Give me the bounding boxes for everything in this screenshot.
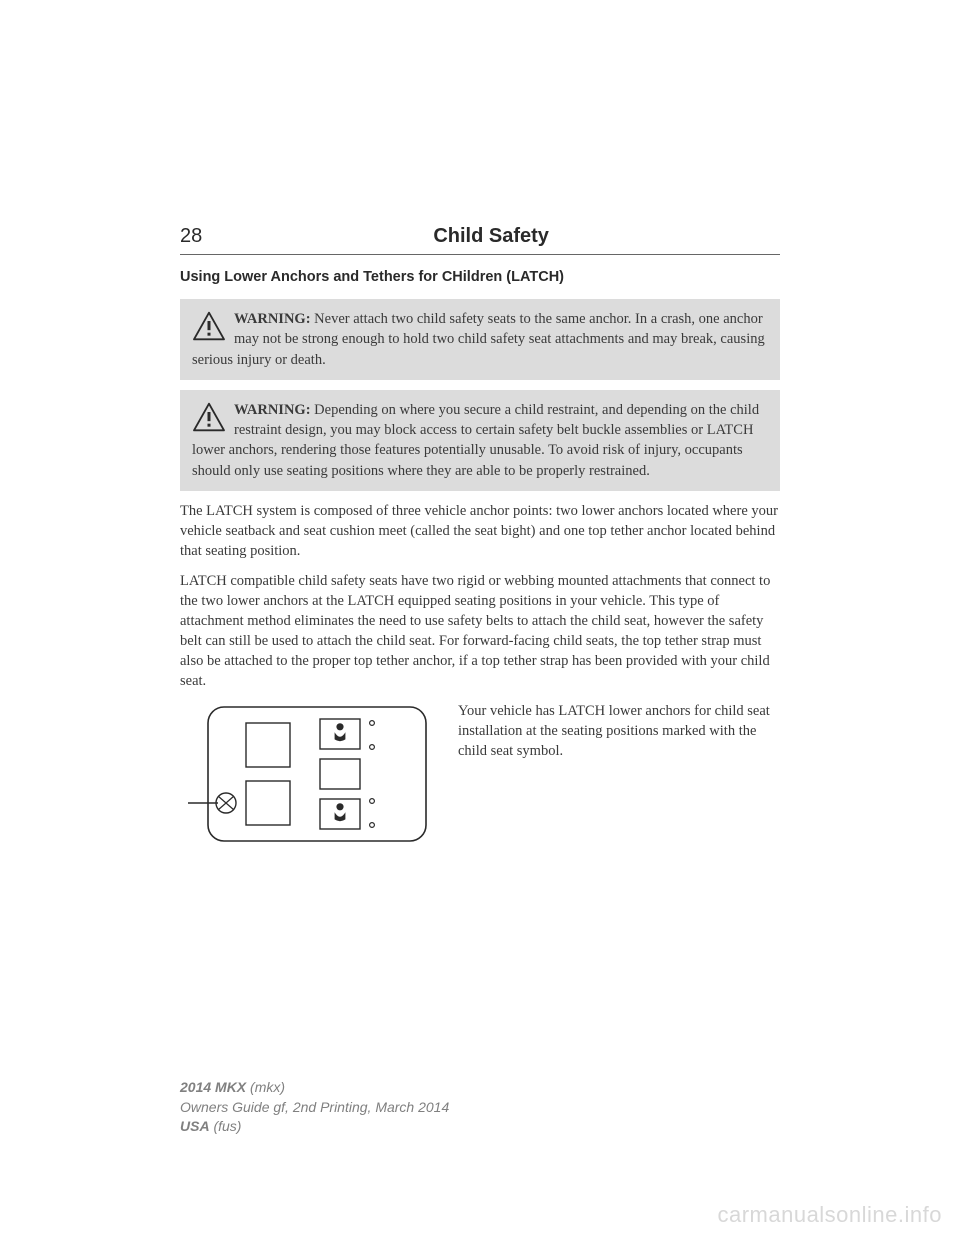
footer-model-code: (mkx) [250,1079,285,1095]
body-paragraph-2: LATCH compatible child safety seats have… [180,571,780,691]
page-number: 28 [180,225,202,248]
body-paragraph-1: The LATCH system is composed of three ve… [180,501,780,561]
warning-text-1: WARNING: Never attach two child safety s… [192,309,768,370]
seat-diagram [180,701,440,851]
page-title: Child Safety [202,225,780,248]
warning-box-1: WARNING: Never attach two child safety s… [180,299,780,380]
warning-triangle-icon [192,402,226,432]
warning-text-2: WARNING: Depending on where you secure a… [192,400,768,481]
warning-label: WARNING: [234,402,311,418]
warning-box-2: WARNING: Depending on where you secure a… [180,390,780,491]
footer-model: 2014 MKX [180,1079,246,1095]
footer-line-2: Owners Guide gf, 2nd Printing, March 201… [180,1098,449,1118]
warning-label: WARNING: [234,311,311,327]
footer-line-3: USA (fus) [180,1117,449,1137]
diagram-caption: Your vehicle has LATCH lower anchors for… [458,701,780,851]
manual-page: 28 Child Safety Using Lower Anchors and … [0,0,960,851]
diagram-row: Your vehicle has LATCH lower anchors for… [180,701,780,851]
watermark: carmanualsonline.info [717,1202,942,1228]
warning-triangle-icon [192,311,226,341]
page-footer: 2014 MKX (mkx) Owners Guide gf, 2nd Prin… [180,1078,449,1137]
section-title: Using Lower Anchors and Tethers for CHil… [180,269,780,285]
footer-region: USA [180,1118,210,1134]
page-header: 28 Child Safety [180,225,780,255]
footer-line-1: 2014 MKX (mkx) [180,1078,449,1098]
footer-region-code: (fus) [213,1118,241,1134]
